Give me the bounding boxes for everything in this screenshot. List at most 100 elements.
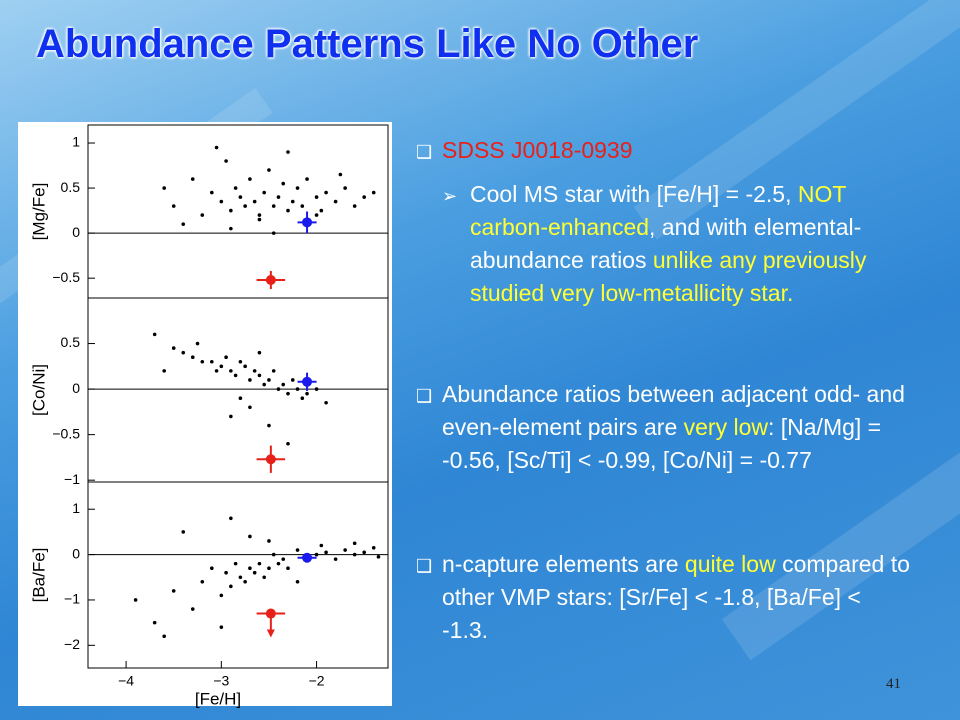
bullet-icon: ❑ <box>416 142 433 162</box>
point <box>267 423 271 428</box>
bullet: n-capture elements are quite low compare… <box>442 548 912 647</box>
upper-limit-head <box>266 629 275 638</box>
y-tick-label: −2 <box>64 636 80 652</box>
point <box>271 369 276 373</box>
y-tick-label: 0.5 <box>61 179 81 195</box>
point <box>162 634 166 639</box>
point <box>219 625 224 629</box>
point <box>190 355 195 360</box>
point <box>171 346 176 350</box>
x-tick-label: −2 <box>309 673 325 689</box>
bullet-icon: ➢ <box>442 186 458 206</box>
point <box>267 378 271 382</box>
bullet-text: Cool MS star with [Fe/H] = -2.5, <box>470 181 798 207</box>
point <box>295 387 300 391</box>
point <box>271 231 276 235</box>
y-tick-label: −0.5 <box>52 425 80 441</box>
point <box>229 208 233 213</box>
point <box>265 454 276 465</box>
y-tick-label: −1 <box>64 591 80 607</box>
point <box>281 382 286 387</box>
point <box>262 382 266 387</box>
point <box>224 355 228 360</box>
y-axis-label: [Co/Ni] <box>29 364 48 416</box>
point <box>286 208 290 213</box>
point <box>257 213 262 217</box>
point <box>362 195 366 199</box>
bullet-text: unlike any previously studied very low-m… <box>470 247 867 306</box>
point <box>276 561 281 566</box>
point <box>343 548 347 552</box>
point <box>343 186 347 190</box>
point <box>271 552 276 557</box>
point <box>190 177 195 181</box>
y-tick-label: −0.5 <box>52 269 80 285</box>
point <box>314 552 319 557</box>
point <box>276 195 281 199</box>
bullet-text: quite low <box>684 551 776 577</box>
y-tick-label: 0 <box>72 545 80 561</box>
point <box>286 391 290 396</box>
point <box>219 593 224 598</box>
point <box>210 190 214 195</box>
point <box>276 387 281 391</box>
point <box>286 566 290 570</box>
point <box>314 387 319 391</box>
bullet-text: NOT carbon-enhanced <box>470 181 846 240</box>
point <box>352 204 357 208</box>
point <box>257 350 262 355</box>
point <box>305 391 309 396</box>
y-tick-label: 0.5 <box>61 334 81 350</box>
y-tick-label: 1 <box>72 134 80 150</box>
point <box>233 373 238 378</box>
point <box>362 550 366 555</box>
point <box>162 369 166 373</box>
point <box>152 620 157 625</box>
point <box>248 378 252 382</box>
y-tick-label: 0 <box>72 380 80 396</box>
point <box>210 359 214 364</box>
bullet-text: very low <box>683 414 768 440</box>
point <box>295 186 300 190</box>
point <box>371 190 376 195</box>
bullet-text: , and with elemental-abundance ratios <box>470 214 862 273</box>
point <box>238 195 243 199</box>
point <box>265 274 276 285</box>
point <box>248 405 252 410</box>
bullet: Abundance ratios between adjacent odd- a… <box>442 378 922 477</box>
point <box>352 541 357 546</box>
point <box>262 190 266 195</box>
point <box>248 177 252 181</box>
point <box>243 204 247 208</box>
y-tick-label: 0 <box>72 224 80 240</box>
point <box>267 539 271 543</box>
page-number: 41 <box>886 676 901 692</box>
point <box>257 561 262 566</box>
point <box>200 359 205 364</box>
point <box>333 557 338 561</box>
y-tick-label: −1 <box>64 471 80 487</box>
point <box>281 557 286 561</box>
point <box>252 369 257 373</box>
point <box>210 566 214 570</box>
point <box>376 555 381 559</box>
point <box>243 364 247 369</box>
point <box>265 608 276 619</box>
point <box>319 208 324 213</box>
point <box>302 552 313 563</box>
point <box>229 414 233 419</box>
x-axis-label: [Fe/H] <box>195 689 241 708</box>
point <box>233 186 238 190</box>
point <box>286 150 290 154</box>
point <box>152 332 157 337</box>
point <box>300 396 305 400</box>
point <box>305 177 309 181</box>
x-tick-label: −4 <box>118 673 134 689</box>
point <box>290 199 295 204</box>
bullet-text: Abundance ratios between adjacent odd- a… <box>442 381 905 440</box>
point <box>252 570 257 575</box>
point <box>243 580 247 584</box>
x-tick-label: −3 <box>213 673 229 689</box>
point <box>286 441 290 446</box>
